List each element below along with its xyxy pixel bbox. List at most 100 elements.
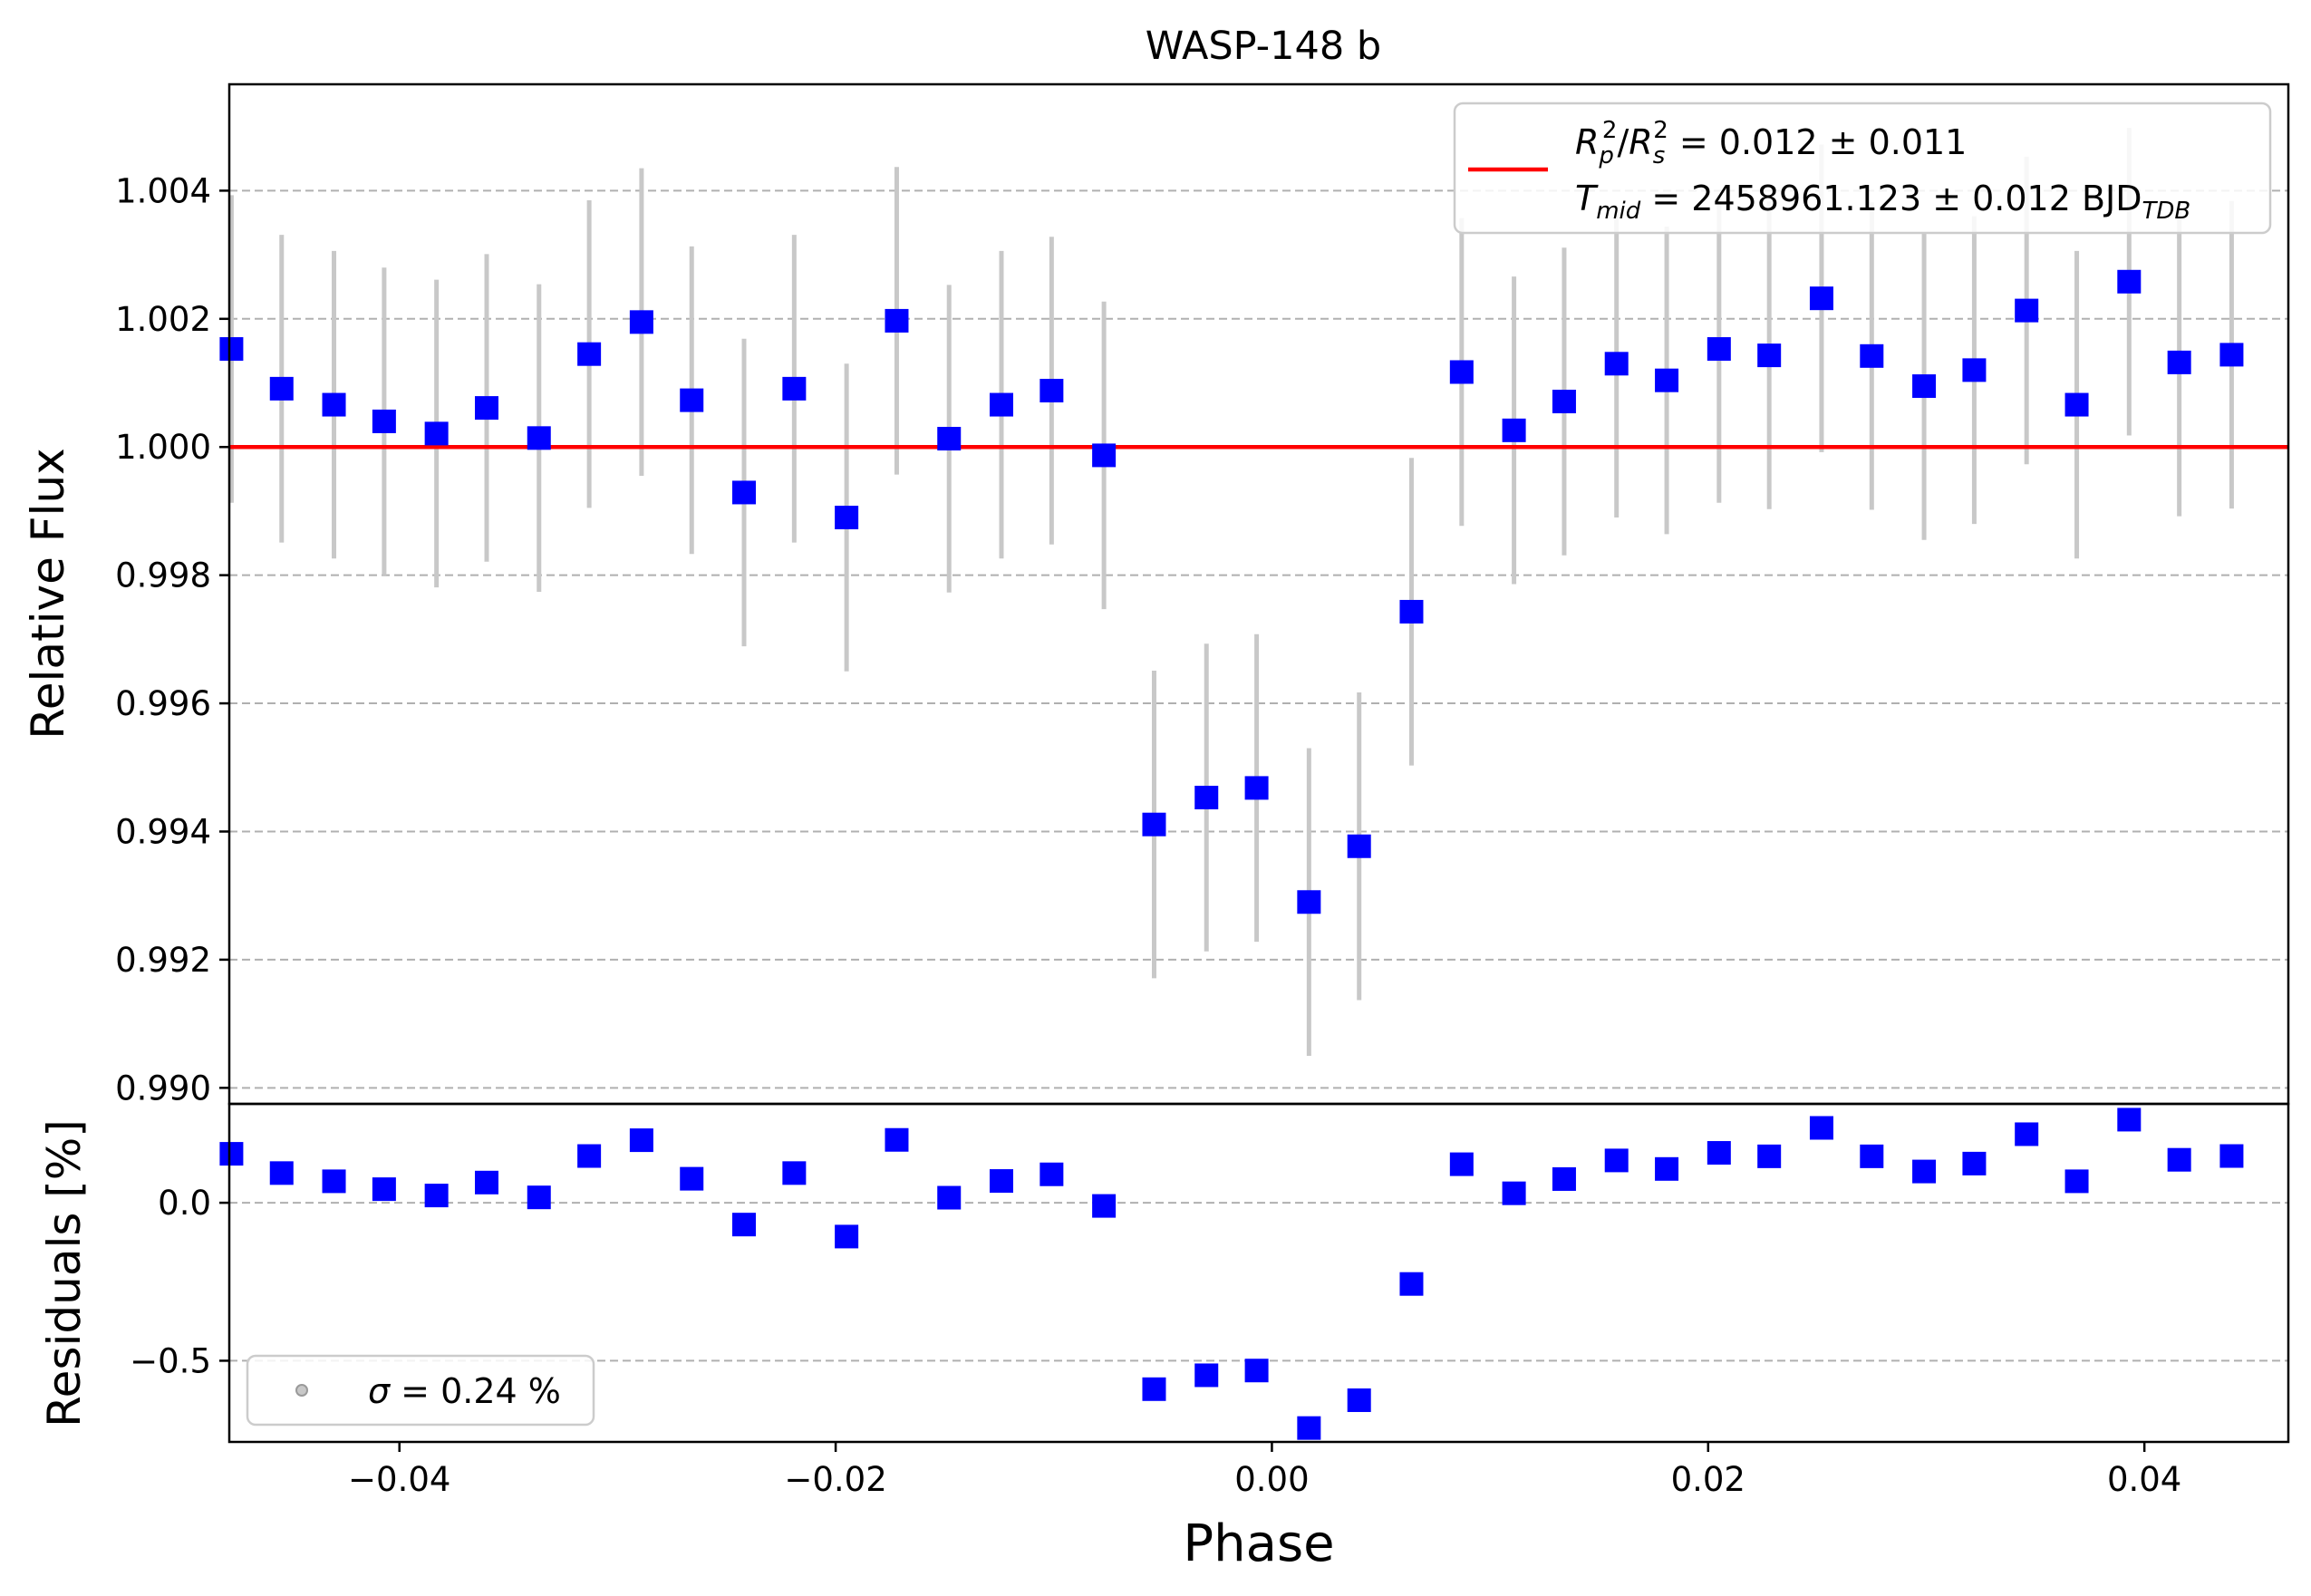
residual-data-point (2167, 1147, 2191, 1172)
residual-data-point (990, 1169, 1013, 1194)
x-tick-label: −0.02 (784, 1460, 886, 1499)
top-data-point (835, 506, 859, 530)
top-legend-box (1453, 102, 2272, 235)
x-axis-label: Phase (1183, 1514, 1334, 1573)
top-data-point (2064, 392, 2089, 417)
residual-data-point (629, 1128, 653, 1153)
residual-data-point (1194, 1363, 1219, 1388)
chart-title: WASP-148 b (1146, 24, 1381, 69)
residual-data-point (424, 1184, 449, 1208)
top-data-point (1912, 374, 1937, 399)
top-data-point (1244, 776, 1269, 800)
top-data-point (1297, 890, 1321, 914)
bottom-data-points (219, 1108, 2244, 1440)
top-y-tick-label: 1.004 (115, 171, 211, 210)
top-data-point (1707, 337, 1731, 362)
top-data-point (219, 337, 244, 362)
legend-tmid-label: Tmid = 2458961.123 ± 0.012 BJDTDB (1575, 179, 2190, 225)
residual-data-point (527, 1185, 551, 1210)
residual-data-point (1502, 1181, 1526, 1205)
top-data-point (1142, 812, 1166, 837)
top-data-point (782, 376, 807, 401)
top-data-point (1860, 343, 1884, 368)
top-data-point (527, 426, 551, 450)
top-y-tick-label: 1.002 (115, 300, 211, 339)
residual-data-point (1604, 1148, 1629, 1173)
residual-data-point (1809, 1116, 1833, 1140)
top-data-point (1604, 352, 1629, 376)
bottom-legend-box (246, 1354, 595, 1427)
top-y-tick-label: 0.992 (115, 941, 211, 980)
residual-data-point (1912, 1159, 1937, 1184)
top-data-point (1449, 360, 1474, 384)
residual-data-point (1142, 1377, 1166, 1401)
top-data-point (2219, 343, 2244, 367)
residual-data-point (835, 1224, 859, 1249)
top-y-tick-label: 0.994 (115, 812, 211, 851)
top-data-point (885, 308, 909, 333)
x-tick-label: −0.04 (348, 1460, 450, 1499)
x-tick-label: 0.02 (1671, 1460, 1745, 1499)
top-y-tick-label: 0.990 (115, 1069, 211, 1108)
residual-data-point (1244, 1359, 1269, 1383)
top-data-point (1502, 418, 1526, 442)
top-data-point (732, 480, 756, 505)
top-data-point (1962, 358, 1987, 382)
top-data-point (680, 388, 704, 412)
residual-data-point (1552, 1166, 1576, 1191)
top-data-point (372, 409, 396, 433)
legend-depth-label: Rp2/Rs2 = 0.012 ± 0.011 (1575, 117, 1967, 169)
top-data-point (269, 376, 294, 401)
residual-data-point (322, 1169, 346, 1194)
residual-data-point (2219, 1144, 2244, 1168)
top-panel: 0.990 0.992 0.994 0.996 0.998 1.000 1.002 1.004… (22, 82, 2290, 1108)
top-data-point (322, 392, 346, 417)
residual-data-point (680, 1166, 704, 1191)
top-data-point (2117, 269, 2142, 294)
top-data-point (990, 392, 1013, 417)
residual-data-point (782, 1161, 807, 1185)
legend-residual-marker (295, 1384, 308, 1397)
top-legend: Rp2/Rs2 = 0.012 ± 0.011 Tmid = 2458961.1… (1453, 102, 2272, 235)
top-data-point (2167, 350, 2191, 374)
top-data-points (219, 269, 2244, 914)
residual-data-point (1655, 1156, 1679, 1181)
residual-data-point (1860, 1144, 1884, 1168)
residual-data-point (1347, 1388, 1371, 1412)
top-data-point (1809, 286, 1833, 311)
top-data-point (1399, 599, 1424, 624)
top-data-point (577, 342, 602, 366)
residual-data-point (1707, 1141, 1731, 1166)
residual-data-point (937, 1185, 962, 1210)
top-data-point (2015, 298, 2039, 323)
top-y-tick-label: 0.998 (115, 556, 211, 595)
top-data-point (1194, 786, 1219, 810)
residual-data-point (2117, 1108, 2142, 1132)
top-y-tick-label: 1.000 (115, 428, 211, 467)
x-tick-label: 0.00 (1234, 1460, 1309, 1499)
residual-data-point (1399, 1272, 1424, 1296)
residual-data-point (1297, 1416, 1321, 1440)
bottom-axes-frame (227, 1102, 2290, 1444)
top-data-point (629, 310, 653, 334)
legend-sigma-label: σ = 0.24 % (368, 1371, 561, 1411)
residual-data-point (219, 1142, 244, 1166)
top-data-point (1552, 390, 1576, 414)
residual-data-point (1092, 1194, 1117, 1218)
residual-data-point (577, 1144, 602, 1168)
top-data-point (424, 421, 449, 446)
top-y-tick-label: 0.996 (115, 684, 211, 723)
residual-data-point (732, 1213, 756, 1237)
residual-data-point (1962, 1151, 1987, 1175)
top-data-point (1347, 834, 1371, 858)
top-data-point (475, 396, 498, 421)
residual-data-point (885, 1127, 909, 1152)
bottom-y-tick-label: 0.0 (158, 1184, 211, 1223)
residual-data-point (372, 1177, 396, 1202)
bottom-x-ticks: −0.04 −0.02 0.00 0.02 0.04 (348, 1442, 2181, 1499)
residual-data-point (1449, 1152, 1474, 1176)
residual-data-point (2064, 1169, 2089, 1194)
bottom-y-tick-label: −0.5 (130, 1341, 211, 1380)
x-tick-label: 0.04 (2107, 1460, 2181, 1499)
